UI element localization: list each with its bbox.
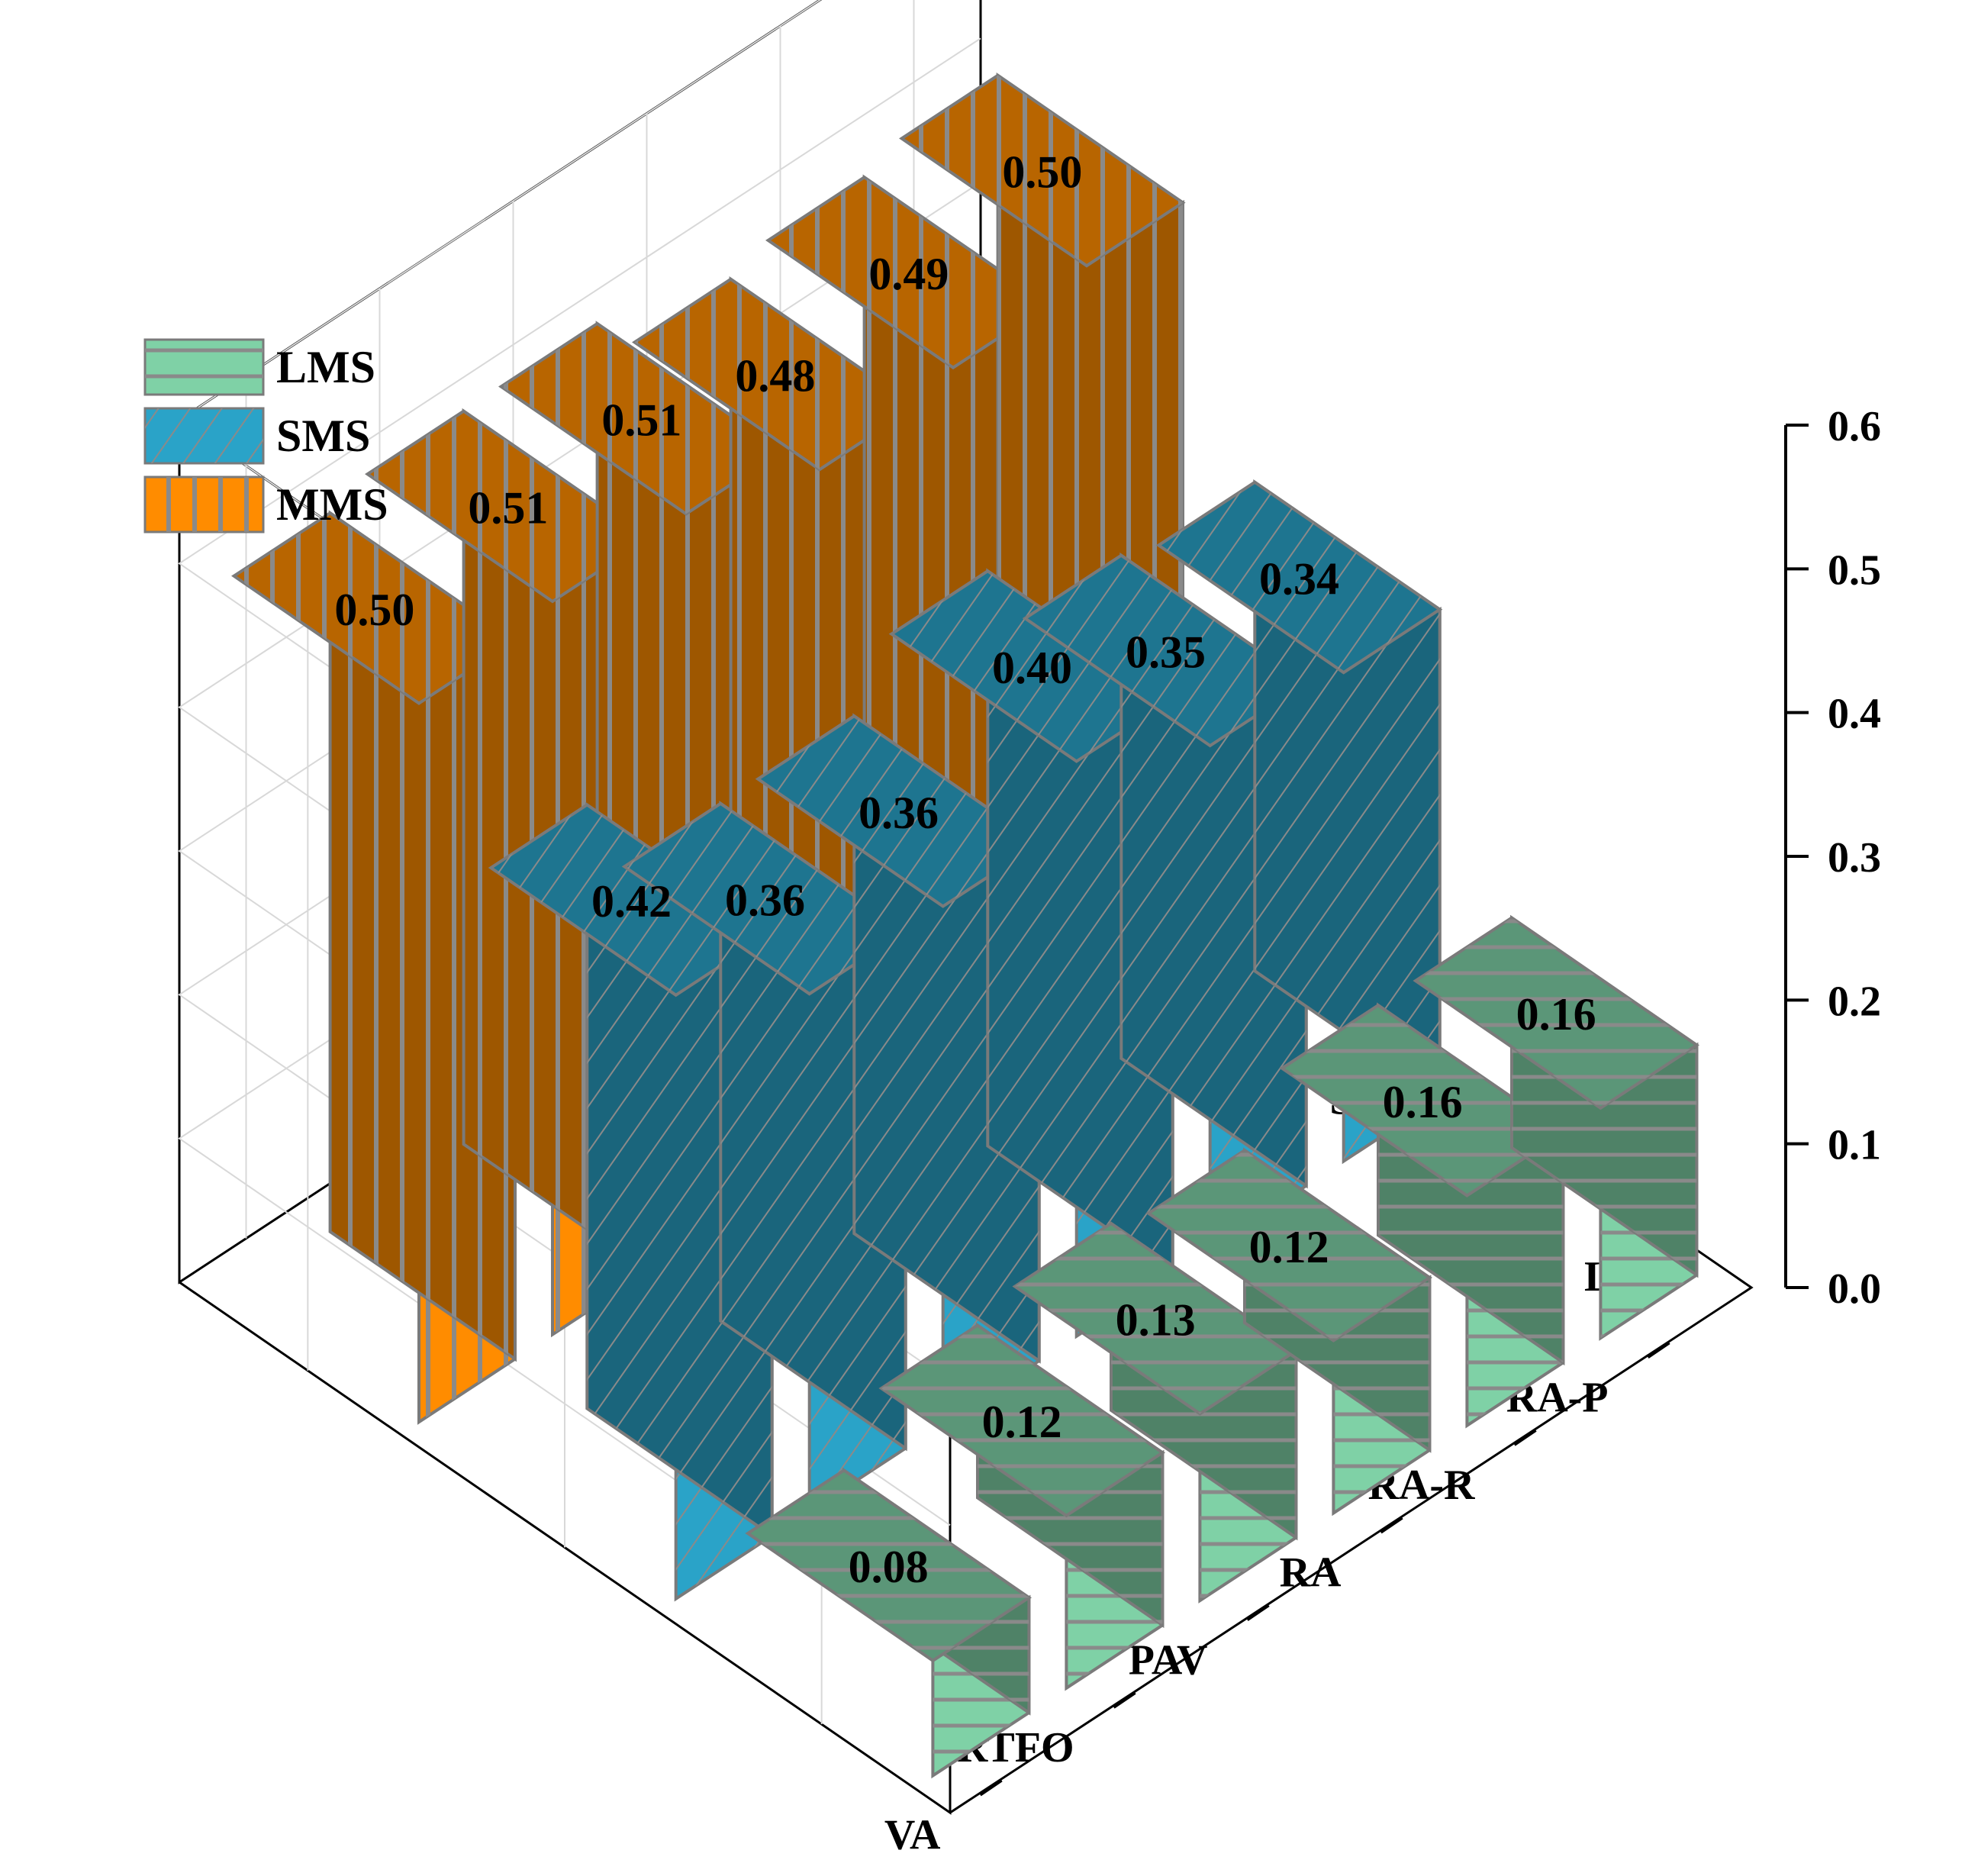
bar-top-face-pattern xyxy=(501,324,782,514)
bar-top-face-pattern xyxy=(1148,1150,1430,1341)
bar-value-label: 0.48 xyxy=(735,351,815,401)
bar-top-face-pattern xyxy=(748,1470,1029,1661)
bar xyxy=(1012,1220,1299,1604)
bar-value-label: 0.36 xyxy=(859,788,939,838)
bar-top-face-pattern xyxy=(901,75,1183,266)
z-tick-label: 0.4 xyxy=(1828,691,1881,738)
bar-value-label: 0.36 xyxy=(725,875,805,926)
x-tick xyxy=(1513,1429,1537,1446)
bar-top-face-pattern xyxy=(1282,1005,1564,1196)
bar-top-face-pattern xyxy=(1015,1223,1297,1414)
bar-value-label: 0.13 xyxy=(1116,1295,1196,1346)
bar-value-label: 0.34 xyxy=(1259,554,1339,604)
bar-value-label: 0.08 xyxy=(849,1542,929,1592)
bar xyxy=(1413,914,1699,1341)
x-tick xyxy=(1647,1341,1670,1359)
x-tick-label: PAV xyxy=(1129,1636,1208,1684)
z-tick-label: 0.5 xyxy=(1828,546,1881,594)
legend-swatch-pattern xyxy=(145,477,263,532)
bar-top-face-pattern xyxy=(234,513,515,704)
legend-item: SMS xyxy=(143,407,370,465)
bar xyxy=(745,1467,1032,1779)
legend-label: LMS xyxy=(276,342,375,392)
z-tick-label: 0.6 xyxy=(1828,403,1881,450)
bar-value-label: 0.16 xyxy=(1383,1077,1463,1127)
bar-value-label: 0.50 xyxy=(334,585,414,635)
legend-item: MMS xyxy=(143,475,388,533)
bar-value-label: 0.16 xyxy=(1516,989,1596,1040)
bar-top-face-pattern xyxy=(1025,555,1306,746)
bar-top-face-pattern xyxy=(768,177,1049,368)
bar-top-face-pattern xyxy=(634,279,916,470)
bar-value-label: 0.12 xyxy=(1249,1222,1329,1272)
x-tick xyxy=(1113,1691,1136,1709)
bar-top-face-pattern xyxy=(491,804,772,995)
z-tick-label: 0.1 xyxy=(1828,1122,1881,1169)
bar-value-label: 0.42 xyxy=(591,876,672,927)
x-tick xyxy=(1380,1517,1403,1534)
z-tick-label: 0.2 xyxy=(1828,978,1881,1025)
bar xyxy=(878,1322,1165,1691)
bar-top-face-pattern xyxy=(367,411,649,601)
x-tick-label: VA xyxy=(884,1812,941,1859)
bar-value-label: 0.49 xyxy=(868,249,949,299)
value-labels: 0.50 0.51 0.51 0.48 0.49 0.50 0.42 0.36 0.36 0.40… xyxy=(334,147,1596,1593)
bar-value-label: 0.51 xyxy=(601,395,681,446)
bar-top-face-pattern xyxy=(758,716,1039,907)
legend-label: MMS xyxy=(276,479,388,530)
legend-swatch-pattern xyxy=(145,340,263,395)
bar xyxy=(1279,1002,1566,1429)
legend-item: LMS xyxy=(143,338,375,396)
bar-value-label: 0.51 xyxy=(468,482,548,533)
z-tick-label: 0.3 xyxy=(1828,834,1881,882)
legend-swatch-pattern xyxy=(145,408,263,463)
bar-value-label: 0.12 xyxy=(982,1397,1062,1447)
bar-top-face-pattern xyxy=(881,1325,1163,1516)
x-tick xyxy=(979,1779,1003,1797)
bar-value-label: 0.40 xyxy=(992,643,1072,693)
x-tick-label: RA xyxy=(1280,1549,1342,1597)
bar-top-face-pattern xyxy=(624,803,906,994)
bar-value-label: 0.35 xyxy=(1126,627,1206,677)
legend-label: SMS xyxy=(276,411,370,461)
bar xyxy=(1155,479,1443,1165)
bar xyxy=(1145,1147,1432,1517)
bars xyxy=(231,72,1699,1779)
legend: LMS SMS MMS xyxy=(143,338,388,533)
z-tick-label: 0.0 xyxy=(1828,1265,1881,1313)
x-tick xyxy=(1246,1604,1270,1621)
bar-top-face-pattern xyxy=(891,571,1173,762)
bar-top-face-pattern xyxy=(1416,917,1697,1108)
bar-top-face-pattern xyxy=(1158,482,1440,673)
bar-value-label: 0.50 xyxy=(1002,147,1082,198)
